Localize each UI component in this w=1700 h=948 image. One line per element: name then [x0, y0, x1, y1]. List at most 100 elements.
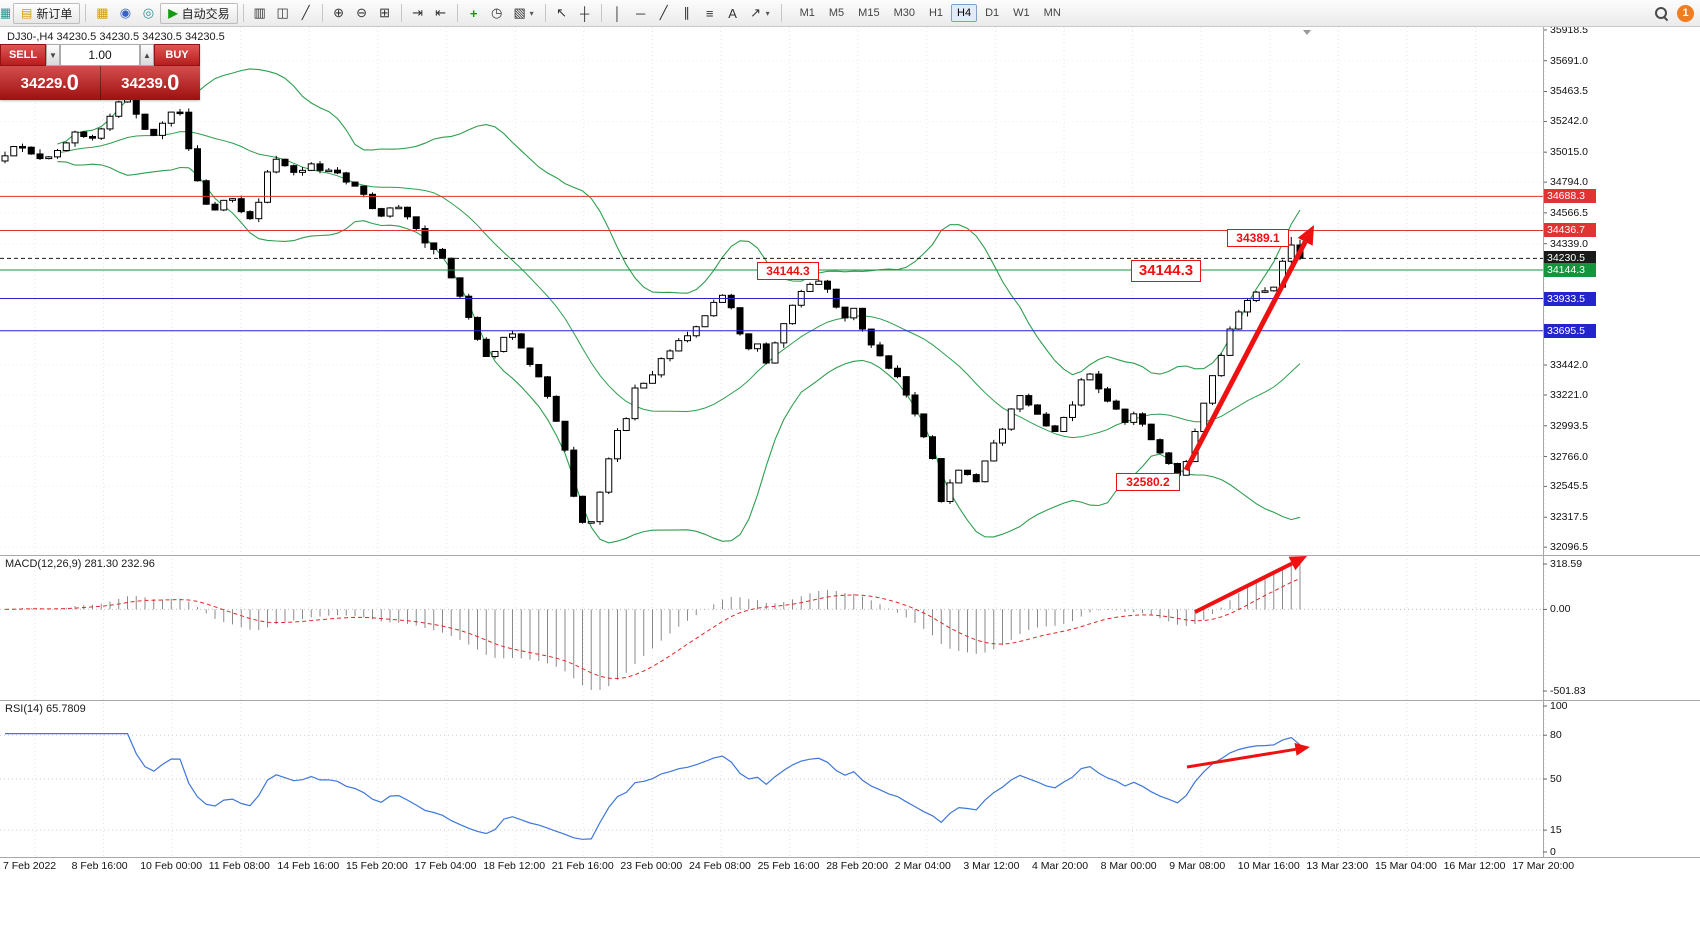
candle-body	[789, 304, 796, 325]
candle-body	[412, 216, 420, 230]
auto-trading-button[interactable]: ▶ 自动交易	[160, 2, 238, 24]
bollinger-lower-band	[57, 161, 1301, 544]
buy-price[interactable]: 34239. 0	[101, 66, 201, 100]
candle-body	[710, 301, 718, 317]
trendline-tool-icon[interactable]: ╱	[659, 5, 668, 20]
horizontal-line-tool-icon[interactable]: ─	[636, 5, 646, 21]
timeframe-m15[interactable]: M15	[858, 7, 880, 19]
candle-body	[264, 171, 271, 203]
timeframe-m1[interactable]: M1	[799, 7, 815, 19]
cycles-icon[interactable]: ◷	[490, 5, 503, 20]
cursor-tool-icon[interactable]: ↖	[556, 5, 568, 20]
search-icon[interactable]	[1653, 5, 1669, 21]
auto-scroll-icon[interactable]: ⇥	[412, 5, 424, 20]
line-chart-mode-icon[interactable]: ╱	[301, 5, 310, 20]
candle-body	[176, 111, 184, 115]
arrows-dropdown-icon[interactable]: ▾	[765, 8, 770, 18]
candle-body	[1104, 388, 1111, 402]
candle-body	[1226, 328, 1234, 356]
candle-body	[666, 350, 674, 360]
candle-body	[1261, 290, 1269, 293]
one-click-trading-panel: SELL ▼ ▲ BUY 34229.0 34239.0	[0, 44, 200, 100]
candle-body	[780, 323, 788, 344]
volume-increase-button[interactable]: ▲	[140, 44, 154, 66]
bar-chart-mode-icon[interactable]: ▥	[253, 5, 266, 20]
scroll-to-latest-icon[interactable]	[1303, 30, 1311, 35]
timeframe-m30[interactable]: M30	[893, 7, 915, 19]
candle-body	[106, 115, 114, 130]
quotes-icon[interactable]: ▦	[96, 5, 109, 20]
trend-arrow-head[interactable]	[1294, 742, 1311, 756]
timeframe-d1[interactable]: D1	[985, 7, 1000, 19]
trend-arrow-head[interactable]	[1297, 225, 1314, 246]
trend-arrow[interactable]	[1183, 240, 1308, 472]
candle-body	[867, 328, 875, 346]
indicators-icon[interactable]: +	[469, 5, 478, 21]
toolbar-separator	[780, 4, 782, 22]
timeframe-h1[interactable]: H1	[928, 7, 944, 19]
macd-signal-line	[4, 578, 1301, 680]
fibonacci-tool-icon[interactable]: ≡	[705, 5, 714, 21]
vertical-line-tool-icon[interactable]: │	[613, 5, 622, 21]
candle-body	[342, 172, 350, 183]
zoom-in-icon[interactable]: ⊕	[333, 5, 345, 20]
arrows-tool-icon[interactable]: ↗	[750, 5, 762, 20]
candle-body	[246, 211, 254, 220]
candle-body	[946, 482, 954, 503]
sell-price[interactable]: 34229. 0	[0, 66, 101, 100]
volume-input[interactable]	[60, 44, 140, 66]
chart-window-icon[interactable]: ▦	[0, 3, 12, 24]
web-icon[interactable]: ◎	[142, 5, 155, 20]
candlestick-mode-icon[interactable]: ◫	[276, 5, 289, 20]
new-order-button[interactable]: ▤ 新订单	[13, 2, 81, 24]
sell-button[interactable]: SELL	[0, 44, 46, 66]
candle-body	[281, 158, 289, 167]
candle-body	[675, 340, 683, 352]
candle-body	[150, 128, 158, 136]
trend-arrow[interactable]	[1186, 747, 1296, 769]
candle-body	[97, 128, 105, 139]
toolbar-separator	[544, 4, 546, 22]
trend-arrow-head[interactable]	[1288, 556, 1307, 571]
timeframe-w1[interactable]: W1	[1013, 7, 1030, 19]
candle-body	[491, 350, 499, 357]
volume-decrease-button[interactable]: ▼	[46, 44, 60, 66]
candle-body	[456, 277, 464, 297]
candle-body	[307, 163, 315, 171]
candle-body	[1007, 408, 1015, 430]
candle-body	[395, 206, 403, 210]
candle-body	[1156, 439, 1164, 454]
tile-windows-icon[interactable]: ⊞	[379, 5, 391, 20]
timeframe-h4[interactable]: H4	[951, 4, 978, 22]
candle-body	[482, 338, 490, 357]
candle-body	[552, 395, 560, 422]
candle-body	[929, 436, 936, 460]
templates-dropdown-icon[interactable]: ▾	[529, 8, 534, 18]
candle-body	[45, 156, 53, 160]
candle-body	[80, 131, 88, 137]
candle-body	[299, 169, 306, 173]
trend-arrow[interactable]	[1194, 561, 1293, 614]
timeframe-mn[interactable]: MN	[1043, 7, 1061, 19]
candle-body	[1165, 452, 1173, 465]
channel-tool-icon[interactable]: ∥	[683, 5, 690, 20]
chart-shift-icon[interactable]: ⇤	[435, 5, 447, 20]
buy-button[interactable]: BUY	[154, 44, 200, 66]
candle-body	[894, 367, 901, 378]
candle-body	[1112, 400, 1120, 410]
templates-icon[interactable]: ▧	[513, 5, 526, 20]
notifications-badge[interactable]: 1	[1677, 4, 1694, 22]
timeframe-m5[interactable]: M5	[828, 7, 845, 19]
candle-body	[1051, 425, 1059, 432]
text-tool-icon[interactable]: A	[728, 5, 737, 21]
crosshair-tool-icon[interactable]: ┼	[580, 5, 590, 21]
toolbar-separator	[400, 4, 402, 22]
profile-icon[interactable]: ◉	[119, 5, 132, 20]
candle-body	[701, 315, 709, 328]
candle-body	[62, 142, 70, 151]
candle-body	[211, 203, 219, 211]
candle-body	[640, 382, 648, 389]
candle-body	[964, 469, 971, 476]
zoom-out-icon[interactable]: ⊖	[356, 5, 368, 20]
candle-body	[684, 335, 691, 342]
